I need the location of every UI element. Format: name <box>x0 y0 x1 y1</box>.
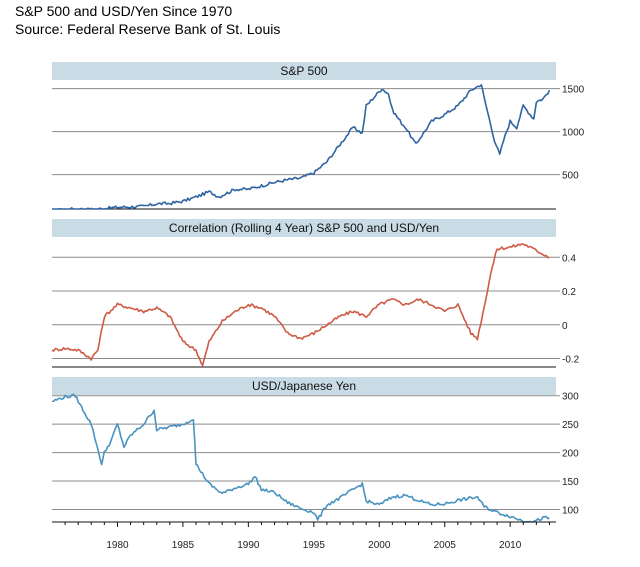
sp500-ytick-label: 500 <box>562 171 579 182</box>
sp500-panel-title: S&P 500 <box>280 64 327 78</box>
x-tick-label: 1995 <box>303 540 326 551</box>
correlation-ytick-label: 0 <box>562 321 568 332</box>
correlation-ytick-label: 0.2 <box>562 287 576 298</box>
sp500-series-line <box>52 83 551 210</box>
x-tick-label: 1980 <box>106 540 129 551</box>
sp500-ytick-label: 1000 <box>562 128 585 139</box>
x-tick-label: 2000 <box>368 540 391 551</box>
usdjpy-title-band <box>52 377 556 395</box>
correlation-panel-title: Correlation (Rolling 4 Year) S&P 500 and… <box>169 221 439 235</box>
sp500-ytick-label: 1500 <box>562 85 585 96</box>
usdjpy-ytick-label: 200 <box>562 449 579 460</box>
usdjpy-ytick-label: 100 <box>562 505 579 516</box>
usdjpy-ytick-label: 150 <box>562 477 579 488</box>
chart-title: S&P 500 and USD/Yen Since 1970 <box>15 3 233 19</box>
x-tick-label: 1990 <box>237 540 260 551</box>
usdjpy-ytick-label: 300 <box>562 392 579 403</box>
correlation-title-band <box>52 219 556 237</box>
usdjpy-series-line <box>51 393 550 523</box>
x-tick-label: 1985 <box>172 540 195 551</box>
usdjpy-ytick-label: 250 <box>562 420 579 431</box>
sp500-title-band <box>52 62 556 80</box>
x-tick-label: 2010 <box>499 540 522 551</box>
usdjpy-panel-title: USD/Japanese Yen <box>252 379 356 393</box>
x-tick-label: 2005 <box>434 540 457 551</box>
correlation-series-line <box>51 243 550 367</box>
chart-subtitle: Source: Federal Reserve Bank of St. Loui… <box>15 21 281 37</box>
correlation-ytick-label: -0.2 <box>562 355 580 366</box>
correlation-ytick-label: 0.4 <box>562 253 576 264</box>
